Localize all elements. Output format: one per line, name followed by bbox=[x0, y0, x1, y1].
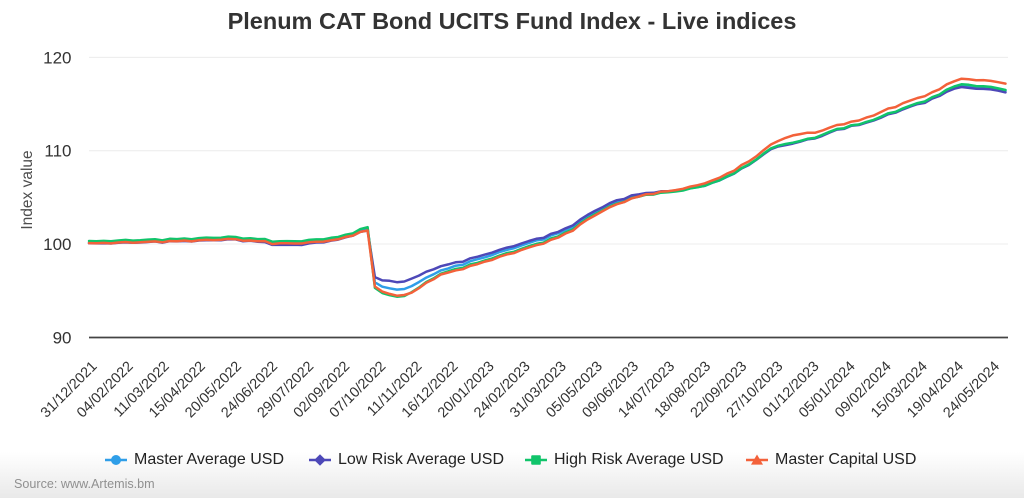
svg-text:100: 100 bbox=[43, 235, 71, 254]
svg-text:120: 120 bbox=[43, 48, 71, 67]
svg-text:90: 90 bbox=[53, 328, 72, 347]
svg-text:110: 110 bbox=[44, 142, 71, 161]
